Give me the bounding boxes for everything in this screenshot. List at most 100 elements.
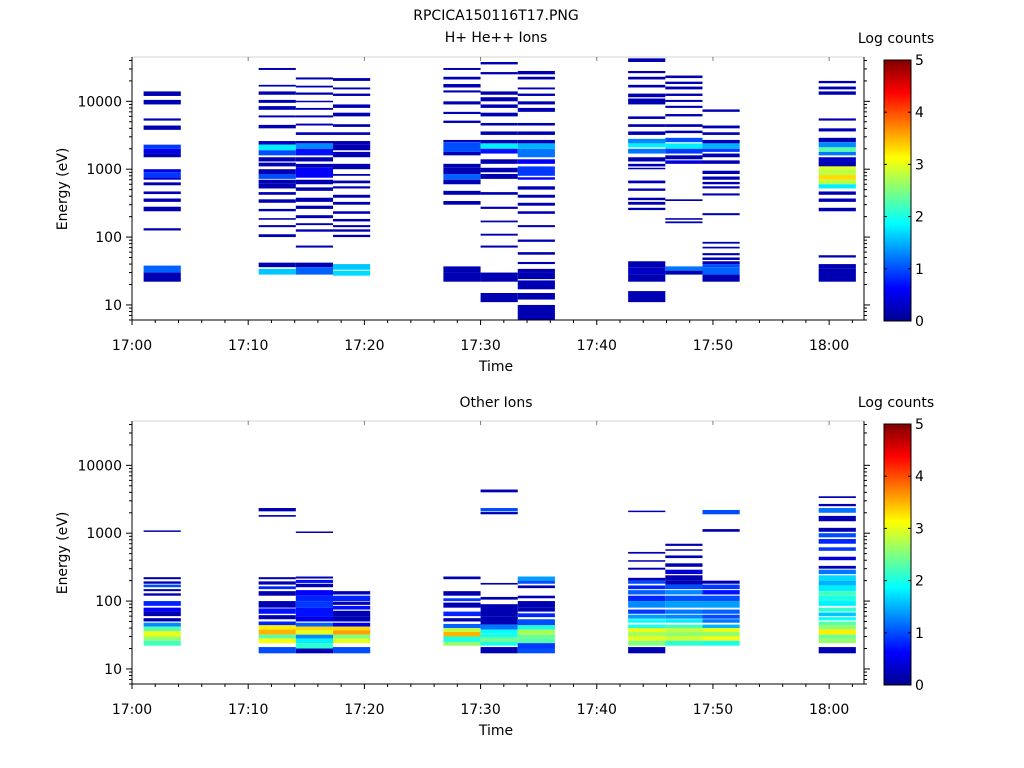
heatmap-cell <box>295 607 334 617</box>
heatmap-cell <box>333 264 371 270</box>
heatmap-cell <box>702 170 740 174</box>
heatmap-cell <box>665 199 703 201</box>
heatmap-cell <box>295 576 334 579</box>
heatmap-cell <box>818 591 856 596</box>
heatmap-cell <box>333 186 371 189</box>
heatmap-cell <box>665 143 703 149</box>
heatmap-cell <box>258 634 296 639</box>
heatmap-cell <box>295 229 334 232</box>
heatmap-cell <box>143 169 181 173</box>
heatmap-cell <box>517 76 555 80</box>
heatmap-cell <box>258 638 296 644</box>
heatmap-cell <box>818 612 856 617</box>
heatmap-cell <box>628 148 666 154</box>
heatmap-cell <box>702 139 740 144</box>
heatmap-cell <box>143 206 181 212</box>
heatmap-cell <box>665 601 703 608</box>
heatmap-cell <box>333 194 371 198</box>
heatmap-cell <box>628 157 666 162</box>
heatmap-cell <box>665 595 703 602</box>
panel-title: H+ He++ Ions <box>445 30 548 46</box>
heatmap-cell <box>517 607 555 612</box>
heatmap-cell <box>702 241 740 244</box>
heatmap-cell <box>818 547 856 551</box>
heatmap-cell <box>258 225 296 228</box>
heatmap-cell <box>665 114 703 117</box>
heatmap-cell <box>702 601 740 608</box>
heatmap-cell <box>665 81 703 85</box>
heatmap-cell <box>480 582 518 585</box>
heatmap-cell <box>665 155 703 160</box>
heatmap-cell <box>517 252 555 255</box>
heatmap-cell <box>333 87 371 90</box>
heatmap-cell <box>665 575 703 581</box>
heatmap-cell <box>333 180 371 184</box>
heatmap-cell <box>702 636 740 641</box>
heatmap-cell <box>295 616 334 622</box>
heatmap-cell <box>665 86 703 90</box>
heatmap-cell <box>333 104 371 108</box>
colorbar-label: Log counts <box>858 31 934 47</box>
heatmap-cell <box>143 228 181 231</box>
heatmap-cell <box>628 636 666 641</box>
heatmap-cell <box>295 223 334 226</box>
heatmap-cell <box>517 585 555 589</box>
heatmap-cell <box>818 207 856 212</box>
heatmap-cell <box>480 220 518 223</box>
heatmap-cell <box>517 143 555 149</box>
heatmap-cell <box>665 590 703 595</box>
x-tick-label: 17:00 <box>112 338 152 354</box>
heatmap-cell <box>818 515 856 522</box>
heatmap-cell <box>702 614 740 619</box>
heatmap-cell <box>517 186 555 190</box>
heatmap-cell <box>702 132 740 135</box>
heatmap-cell <box>480 604 518 617</box>
heatmap-cell <box>628 614 666 619</box>
heatmap-cell <box>517 202 555 206</box>
heatmap-cell <box>628 580 666 584</box>
heatmap-cell <box>702 590 740 595</box>
heatmap-cell <box>818 198 856 202</box>
heatmap-cell <box>295 85 334 88</box>
heatmap-cell <box>333 211 371 214</box>
heatmap-cell <box>480 131 518 135</box>
heatmap-cell <box>818 179 856 185</box>
colorbar-label: Log counts <box>858 395 934 411</box>
heatmap-cell <box>295 601 334 608</box>
heatmap-cell <box>665 624 703 629</box>
heatmap-cell <box>818 629 856 635</box>
y-tick-label: 10 <box>104 298 122 314</box>
x-tick-label: 17:50 <box>693 702 733 718</box>
heatmap-cell <box>480 596 518 600</box>
x-tick-label: 17:40 <box>577 338 617 354</box>
heatmap-cell <box>295 148 334 156</box>
heatmap-cell <box>258 581 296 585</box>
heatmap-cell <box>702 584 740 590</box>
heatmap-cell <box>818 533 856 538</box>
heatmap-cell <box>818 175 856 180</box>
heatmap-cell <box>443 632 481 637</box>
heatmap-cell <box>333 616 371 622</box>
heatmap-cell <box>628 632 666 637</box>
heatmap-cell <box>628 167 666 170</box>
heatmap-cell <box>258 608 296 614</box>
heatmap-plot-area: 17:00 17:10 17:20 17:30 17:40 17:50 18:00 10 100… <box>77 56 870 354</box>
heatmap-cell <box>702 632 740 637</box>
heatmap-cell <box>517 194 555 198</box>
heatmap-cell <box>480 508 518 512</box>
heatmap-cell <box>702 624 740 629</box>
panel-h-he-ions: H+ He++ Ions Log counts Energy (eV) Time… <box>55 30 934 375</box>
heatmap-cell <box>258 647 296 654</box>
x-tick-label: 17:10 <box>228 338 268 354</box>
heatmap-cell <box>480 72 518 75</box>
y-tick-label: 10000 <box>77 458 122 474</box>
heatmap-cell <box>333 638 371 644</box>
heatmap-cell <box>818 169 856 176</box>
heatmap-cell <box>628 98 666 105</box>
heatmap-cell <box>143 593 181 596</box>
heatmap-cell <box>665 105 703 108</box>
heatmap-cell <box>702 264 740 268</box>
heatmap-cell <box>443 618 481 622</box>
colorbar-tick-label: 0 <box>915 678 924 694</box>
heatmap-cell <box>628 274 666 282</box>
